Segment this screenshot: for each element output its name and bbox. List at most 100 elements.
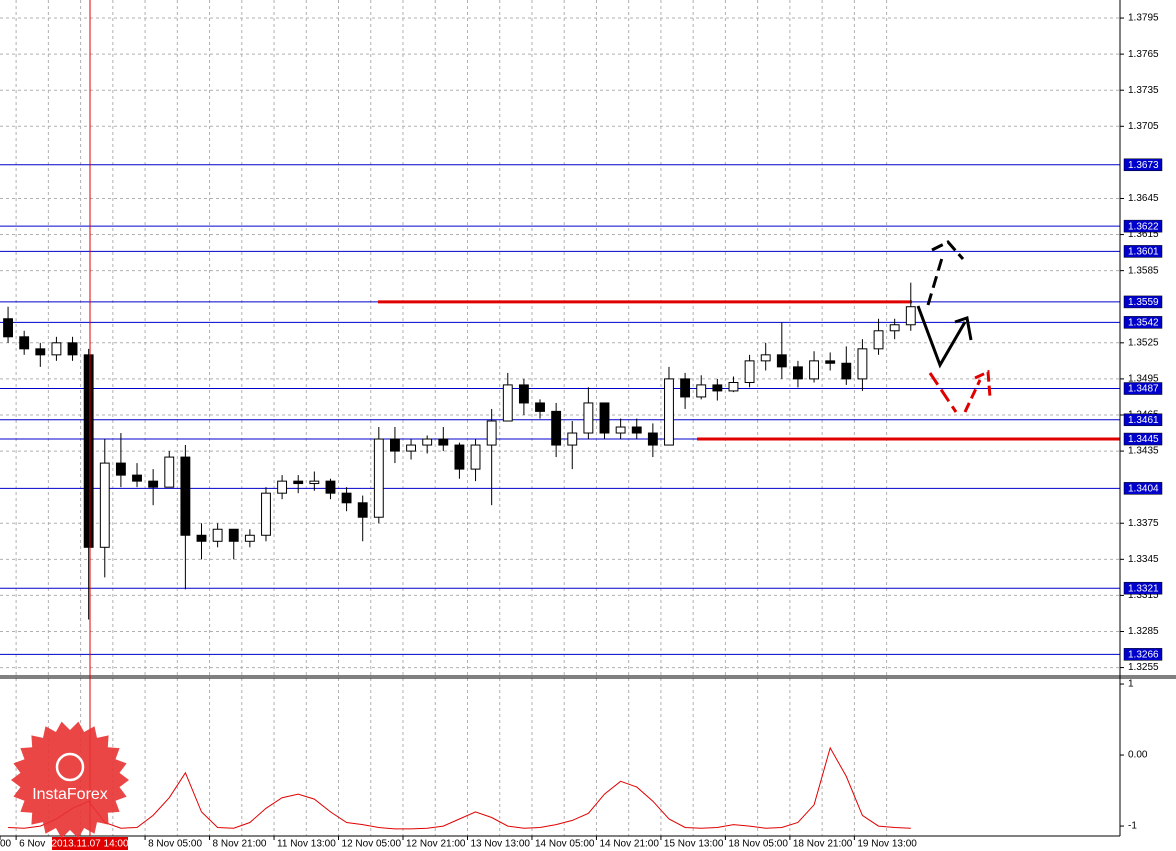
level-label: 1.3673 (1128, 160, 1159, 171)
candle-body (261, 492, 271, 536)
y-tick-label: 1.3735 (1128, 85, 1159, 96)
indicator-tick-label: 1 (1128, 679, 1134, 690)
candle-body (164, 456, 175, 488)
candle-body (857, 348, 868, 380)
y-tick-label: 1.3765 (1128, 49, 1159, 60)
candle-body (712, 384, 723, 392)
level-label: 1.3622 (1128, 221, 1159, 232)
forecast-solid (916, 305, 967, 369)
y-tick-label: 1.3645 (1128, 193, 1159, 204)
indicator-tick-label: 0.00 (1128, 750, 1148, 761)
forecast-red-dashed (928, 372, 958, 413)
candle-body (132, 474, 142, 482)
candle-body (293, 480, 304, 485)
candle-body (228, 528, 239, 542)
candle-body (454, 444, 465, 470)
candle-body (19, 336, 30, 350)
level-label-box (1123, 482, 1163, 495)
level-label-box (1123, 432, 1163, 446)
candle-body (905, 306, 916, 326)
x-tick-label: 13 Nov 13:00 (470, 839, 530, 850)
y-tick-label: 1.3495 (1128, 374, 1159, 385)
candle-body (277, 480, 288, 494)
level-label-box (1123, 648, 1163, 661)
x-tick-label: 18 Nov 05:00 (728, 839, 788, 850)
candle-body (889, 324, 900, 332)
candle-body (809, 360, 819, 380)
candle-body (373, 438, 384, 518)
x-tick-label: 12 Nov 05:00 (342, 839, 402, 850)
cursor-label-box (52, 837, 128, 850)
x-tick-label: 14 Nov 05:00 (535, 839, 595, 850)
candle-body (744, 360, 755, 384)
forecast-arrowhead (931, 240, 965, 260)
candle-body (760, 354, 771, 362)
grid (0, 0, 1120, 836)
y-tick-label: 1.3435 (1128, 446, 1159, 457)
x-tick-label: 19 Nov 13:00 (857, 839, 917, 850)
candle-body (67, 342, 78, 356)
y-tick-label: 1.3255 (1128, 662, 1159, 673)
candle-body (115, 462, 126, 476)
logo-text: InstaForex (32, 786, 108, 803)
x-tick-label: 18 Nov 21:00 (793, 839, 853, 850)
candle-body (3, 318, 13, 338)
level-label: 1.3542 (1128, 318, 1159, 329)
y-tick-label: 1.3285 (1128, 626, 1159, 637)
x-tick-label: 12 Nov 21:00 (406, 839, 466, 850)
level-label-box (1123, 316, 1163, 329)
level-label: 1.3601 (1128, 247, 1159, 258)
forecast-red-dashed (963, 379, 982, 413)
candle-body (196, 534, 207, 542)
candle-body (615, 426, 626, 434)
candle-body (83, 354, 94, 548)
candle-body (776, 354, 787, 368)
forecast-arrows (916, 240, 992, 413)
level-label: 1.3559 (1128, 297, 1159, 308)
candle-body (309, 480, 320, 485)
forecast-up-dashed (926, 257, 944, 306)
candle-body (212, 528, 223, 542)
candle-body (793, 366, 803, 380)
x-tick-label: 6 Nov (19, 839, 45, 850)
candle-body (35, 348, 46, 356)
candle-body (438, 438, 449, 446)
candle-body (696, 384, 707, 398)
level-label-box (1123, 245, 1163, 258)
cursor-label: 2013.11.07 14:00 (51, 839, 129, 850)
candle-body (406, 444, 416, 452)
candle-body (728, 382, 739, 392)
candle-body (535, 402, 545, 412)
forecast-arrowhead (974, 369, 992, 398)
x-tick-label: 15 Nov 13:00 (664, 839, 724, 850)
level-label: 1.3321 (1128, 583, 1159, 594)
level-label-box (1123, 413, 1163, 427)
candle-body (148, 480, 159, 488)
indicator-tick-label: -1 (1128, 821, 1137, 832)
x-tick-label: 8 Nov 05:00 (148, 839, 202, 850)
forecast-arrowhead (954, 316, 973, 341)
level-label: 1.3266 (1128, 649, 1159, 660)
candle-body (518, 384, 529, 404)
candle-body (551, 410, 562, 446)
y-tick-label: 1.3525 (1128, 337, 1159, 348)
candle-body (486, 420, 497, 446)
candle-body (841, 362, 852, 380)
candle-body (631, 426, 642, 434)
candle-body (325, 480, 336, 494)
candle-body (422, 438, 433, 446)
y-tick-label: 1.3585 (1128, 265, 1159, 276)
y-tick-label: 1.3315 (1128, 590, 1159, 601)
indicator-line (8, 746, 911, 830)
level-label-box (1123, 581, 1163, 595)
candle-body (470, 444, 481, 470)
candle-body (873, 330, 884, 350)
logo: InstaForex (11, 721, 129, 839)
y-tick-label: 1.3795 (1128, 13, 1159, 24)
y-tick-label: 1.3615 (1128, 229, 1159, 240)
candle-body (502, 384, 513, 422)
x-tick-label: 8 Nov 21:00 (213, 839, 267, 850)
candle-body (244, 534, 255, 542)
level-label: 1.3404 (1128, 483, 1159, 494)
plot (0, 164, 1120, 830)
